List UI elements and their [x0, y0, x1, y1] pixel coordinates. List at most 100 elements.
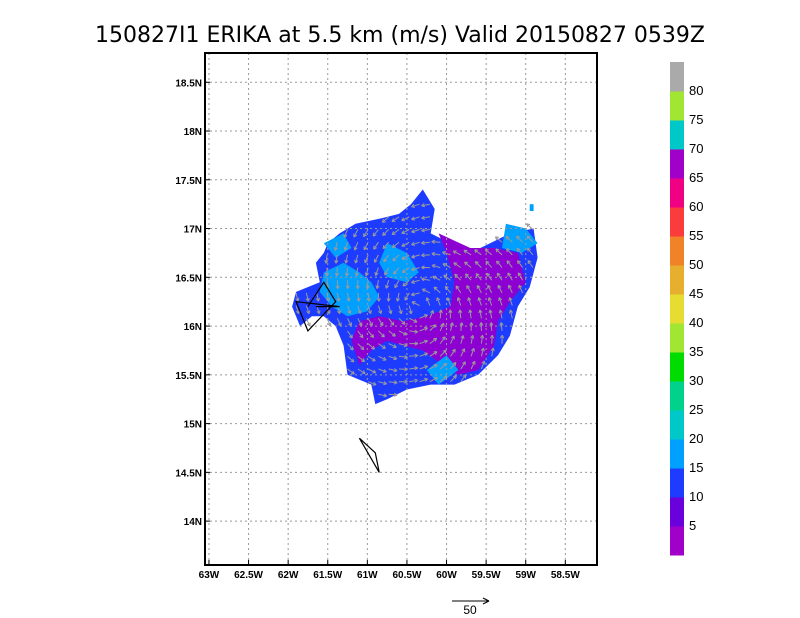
- wind-vector-2: [367, 381, 377, 386]
- wind-vector-145: [394, 279, 400, 289]
- wind-vector-142: [365, 280, 370, 289]
- colorbar-swatch-1: [670, 497, 684, 527]
- wind-vector-186: [392, 254, 400, 262]
- wind-vector-178: [527, 260, 534, 268]
- wind-vector-104: [408, 305, 413, 315]
- wind-vector-45: [388, 343, 397, 349]
- wind-vector-165: [393, 267, 400, 275]
- wind-vector-182: [354, 254, 359, 264]
- wind-vector-22: [450, 361, 457, 370]
- flight-track-segment-1: [295, 281, 340, 332]
- wind-vector-21: [439, 362, 448, 370]
- wind-vector-27: [357, 355, 366, 363]
- field-region-8: [529, 204, 534, 211]
- y-tick-label-1: 18N: [184, 127, 202, 138]
- flight-track-segment-2: [358, 437, 380, 473]
- wind-vector-204: [373, 241, 379, 250]
- colorbar-swatch-5: [670, 381, 684, 411]
- wind-vector-171: [453, 262, 462, 269]
- colorbar-label-1: 10: [689, 489, 703, 504]
- wind-vector-220: [391, 229, 400, 235]
- wind-vector-67: [449, 322, 454, 332]
- x-tick-label-3: 61.5W: [313, 570, 342, 581]
- y-tick-label-5: 16N: [184, 322, 202, 333]
- wind-vector-39: [480, 347, 485, 357]
- wind-vector-30: [388, 355, 398, 361]
- wind-vector-180: [334, 254, 339, 264]
- colorbar-label-3: 20: [689, 431, 703, 446]
- wind-vector-66: [439, 322, 445, 332]
- wind-vector-227: [401, 216, 410, 222]
- y-tick-label-7: 15N: [184, 420, 202, 431]
- colorbar-swatch-9: [670, 265, 684, 295]
- wind-vector-153: [475, 272, 482, 281]
- colorbar-label-6: 35: [689, 344, 703, 359]
- wind-vector-107: [436, 297, 441, 306]
- wind-vector-19: [419, 365, 429, 370]
- wind-vector-207: [401, 241, 410, 247]
- reference-vector: 50: [452, 597, 490, 617]
- wind-vector-52: [460, 335, 465, 344]
- wind-vector-15: [378, 368, 387, 373]
- colorbar-label-15: 80: [689, 83, 703, 98]
- wind-vector-57: [347, 330, 353, 339]
- wind-vector-201: [343, 242, 348, 251]
- wind-vector-94: [305, 305, 311, 315]
- colorbar-swatch-7: [670, 323, 684, 353]
- wind-vector-129: [433, 286, 441, 294]
- wind-vector-85: [438, 309, 443, 319]
- reference-vector-head: [482, 597, 490, 605]
- wind-vector-9: [439, 375, 448, 383]
- wind-vector-112: [487, 297, 493, 306]
- wind-vector-125: [395, 292, 400, 302]
- wind-vector-49: [429, 337, 438, 344]
- wind-vector-91: [498, 309, 503, 319]
- wind-vector-215: [343, 229, 348, 238]
- wind-vector-200: [333, 242, 338, 251]
- wind-vector-98: [347, 305, 352, 315]
- wind-vector-225: [381, 216, 390, 223]
- wind-vector-187: [401, 254, 410, 260]
- wind-vector-47: [409, 341, 419, 346]
- x-tick-label-6: 60W: [436, 570, 457, 581]
- wind-vector-65: [429, 324, 437, 332]
- wind-vector-154: [486, 272, 493, 281]
- wind-vector-63: [409, 329, 419, 334]
- colorbar-swatch-10: [670, 236, 684, 266]
- wind-vector-140: [345, 280, 350, 290]
- wind-vector-13: [357, 368, 366, 374]
- wind-vector-84: [429, 310, 434, 319]
- wind-vector-184: [373, 254, 379, 263]
- wind-vector-132: [466, 285, 472, 294]
- y-tick-label-4: 16.5N: [175, 273, 202, 284]
- wind-vector-31: [398, 354, 408, 360]
- y-tick-label-0: 18.5N: [175, 78, 202, 89]
- wind-vector-51: [450, 335, 455, 344]
- wind-vector-160: [344, 267, 350, 277]
- wind-vector-78: [367, 318, 373, 327]
- wind-vector-7: [419, 377, 429, 383]
- wind-vector-222: [411, 229, 420, 234]
- field-region-5: [502, 223, 538, 253]
- colorbar-swatch-3: [670, 439, 684, 469]
- wind-vector-105: [411, 301, 420, 307]
- wind-vector-137: [518, 284, 524, 294]
- wind-vector-81: [398, 317, 406, 325]
- wind-vector-172: [464, 261, 472, 268]
- wind-vector-228: [411, 216, 420, 221]
- colorbar-label-9: 50: [689, 257, 703, 272]
- wind-vector-151: [454, 273, 462, 281]
- wind-vector-192: [452, 250, 462, 256]
- wind-vector-59: [367, 330, 375, 338]
- wind-vector-130: [444, 285, 451, 294]
- colorbar-label-8: 45: [689, 286, 703, 301]
- colorbar-swatch-11: [670, 207, 684, 237]
- x-tick-label-2: 62W: [278, 570, 299, 581]
- colorbar-label-11: 60: [689, 199, 703, 214]
- wind-vector-202: [353, 242, 359, 251]
- x-tick-label-5: 60.5W: [392, 570, 421, 581]
- wind-vector-92: [508, 309, 514, 319]
- colorbar-label-2: 15: [689, 460, 703, 475]
- wind-vector-16: [388, 368, 398, 373]
